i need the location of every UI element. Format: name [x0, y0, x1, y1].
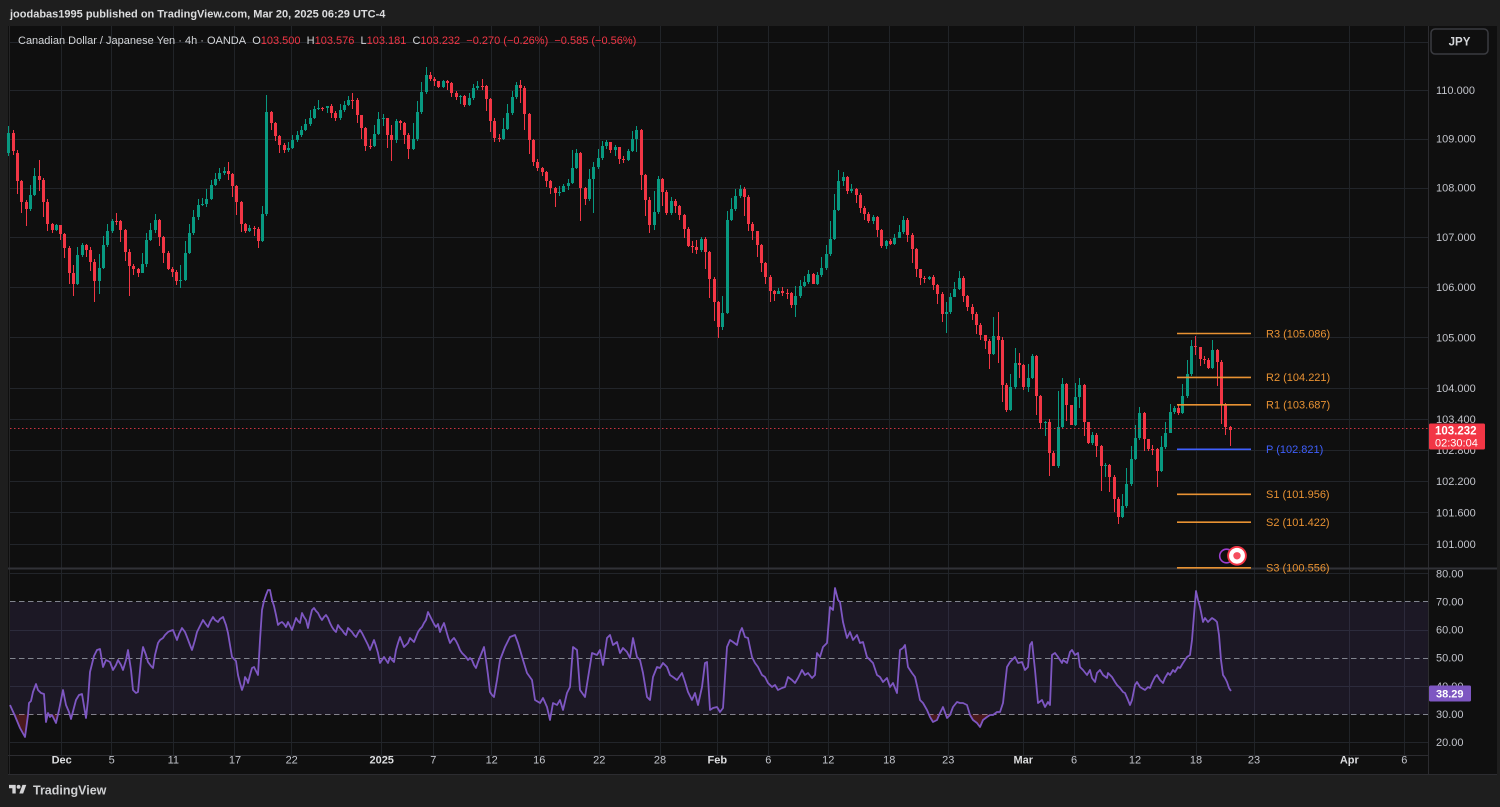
- svg-text:6: 6: [1071, 755, 1077, 767]
- svg-text:102.200: 102.200: [1436, 476, 1476, 488]
- svg-text:joodabas1995 published on Trad: joodabas1995 published on TradingView.co…: [9, 9, 386, 21]
- svg-text:18: 18: [1190, 755, 1202, 767]
- svg-text:6: 6: [765, 755, 771, 767]
- svg-text:20.00: 20.00: [1436, 737, 1464, 749]
- svg-text:Feb: Feb: [708, 755, 728, 767]
- svg-text:S1 (101.956): S1 (101.956): [1266, 489, 1330, 501]
- svg-text:Apr: Apr: [1340, 755, 1360, 767]
- svg-text:22: 22: [286, 755, 298, 767]
- svg-text:103.400: 103.400: [1436, 414, 1476, 426]
- svg-text:23: 23: [1248, 755, 1260, 767]
- svg-text:28: 28: [654, 755, 666, 767]
- svg-text:80.00: 80.00: [1436, 568, 1464, 580]
- svg-text:Mar: Mar: [1014, 755, 1034, 767]
- svg-text:38.29: 38.29: [1436, 689, 1464, 701]
- svg-text:R3 (105.086): R3 (105.086): [1266, 328, 1330, 340]
- svg-text:110.000: 110.000: [1436, 85, 1475, 97]
- svg-text:107.000: 107.000: [1436, 232, 1476, 244]
- svg-text:104.000: 104.000: [1436, 383, 1476, 395]
- svg-text:S2 (101.422): S2 (101.422): [1266, 517, 1330, 529]
- svg-text:12: 12: [1129, 755, 1141, 767]
- svg-text:2025: 2025: [369, 755, 393, 767]
- svg-text:18: 18: [883, 755, 895, 767]
- svg-text:R1 (103.687): R1 (103.687): [1266, 400, 1330, 412]
- svg-text:16: 16: [533, 755, 545, 767]
- svg-text:108.000: 108.000: [1436, 183, 1476, 195]
- svg-text:R2 (104.221): R2 (104.221): [1266, 372, 1330, 384]
- svg-text:Dec: Dec: [52, 755, 72, 767]
- svg-text:17: 17: [229, 755, 241, 767]
- svg-text:103.232: 103.232: [1435, 426, 1477, 438]
- svg-text:TradingView: TradingView: [33, 784, 107, 798]
- svg-text:70.00: 70.00: [1436, 596, 1464, 608]
- svg-text:50.00: 50.00: [1436, 653, 1464, 665]
- svg-text:106.000: 106.000: [1436, 282, 1476, 294]
- svg-text:Canadian Dollar / Japanese Yen: Canadian Dollar / Japanese Yen · 4h · OA…: [18, 35, 636, 47]
- svg-text:11: 11: [168, 755, 179, 767]
- svg-text:22: 22: [593, 755, 605, 767]
- svg-text:5: 5: [109, 755, 115, 767]
- svg-text:30.00: 30.00: [1436, 709, 1464, 721]
- svg-text:P (102.821): P (102.821): [1266, 444, 1323, 456]
- svg-text:02:30:04: 02:30:04: [1435, 438, 1478, 450]
- svg-text:JPY: JPY: [1449, 37, 1471, 49]
- svg-text:109.000: 109.000: [1436, 134, 1476, 146]
- svg-text:23: 23: [942, 755, 954, 767]
- svg-text:101.000: 101.000: [1436, 539, 1476, 551]
- svg-text:S3 (100.556): S3 (100.556): [1266, 563, 1330, 575]
- svg-text:12: 12: [822, 755, 834, 767]
- svg-text:101.600: 101.600: [1436, 507, 1476, 519]
- svg-text:7: 7: [430, 755, 436, 767]
- svg-text:60.00: 60.00: [1436, 625, 1464, 637]
- svg-text:12: 12: [486, 755, 498, 767]
- svg-text:6: 6: [1401, 755, 1407, 767]
- svg-text:105.000: 105.000: [1436, 332, 1476, 344]
